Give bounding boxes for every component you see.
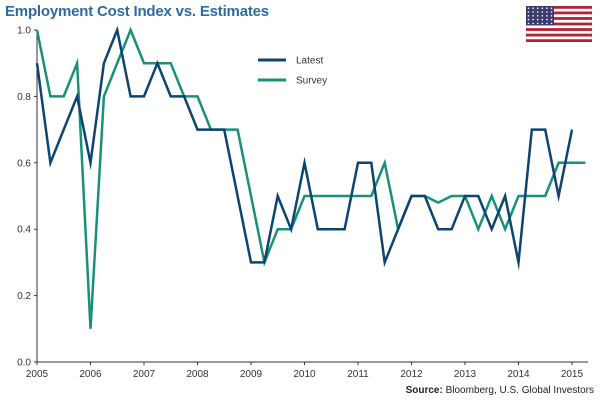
flag-star — [536, 22, 539, 25]
y-tick-label: 1.0 — [17, 26, 31, 37]
flag-star — [536, 18, 539, 21]
flag-star — [527, 11, 530, 13]
flag-star — [550, 22, 553, 25]
flag-star — [546, 11, 548, 13]
flag-canton — [526, 6, 554, 26]
flag-star — [532, 7, 534, 9]
flag-star — [541, 18, 544, 21]
flag-star — [546, 7, 548, 9]
flag-stripe — [526, 33, 592, 37]
flag-star — [527, 7, 530, 9]
flag-star — [536, 7, 539, 9]
y-tick-label: 0.6 — [17, 158, 31, 169]
flag-stripe — [526, 11, 592, 15]
legend-label-latest: Latest — [296, 56, 323, 67]
chart-title: Employment Cost Index vs. Estimates — [5, 3, 269, 20]
flag-star — [541, 7, 544, 9]
flag-stripe — [526, 17, 592, 20]
x-tick-label: 2006 — [79, 369, 102, 380]
flag-star — [532, 11, 534, 13]
flag-stripe — [526, 6, 592, 9]
flag-star — [550, 11, 553, 13]
y-tick-label: 0.8 — [17, 92, 31, 103]
y-tick-label: 0.0 — [17, 358, 31, 369]
flag-star — [532, 22, 534, 25]
flag-star — [536, 15, 539, 17]
us-flag-icon — [526, 6, 592, 42]
flag-star — [527, 18, 530, 21]
chart-lines — [35, 25, 586, 329]
flag-star — [541, 15, 544, 17]
x-tick-label: 2010 — [293, 369, 316, 380]
flag-star — [541, 11, 544, 13]
flag-star — [546, 22, 548, 25]
y-tick-label: 0.4 — [17, 225, 31, 236]
x-tick-label: 2015 — [561, 369, 584, 380]
flag-star — [550, 15, 553, 17]
flag-star — [532, 18, 534, 21]
x-tick-label: 2008 — [186, 369, 209, 380]
flag-star — [541, 22, 544, 25]
x-tick-label: 2009 — [240, 369, 263, 380]
flag-star — [527, 15, 530, 17]
flag-star — [532, 15, 534, 17]
source-note: Source: Bloomberg, U.S. Global Investors — [406, 385, 594, 396]
chart-axes: 0.0 0.2 0.4 0.6 0.8 1.0 2005 2006 2007 2008 2009 20… — [17, 26, 588, 380]
flag-star — [546, 18, 548, 21]
x-tick-label: 2007 — [133, 369, 156, 380]
chart-legend: Latest Survey — [258, 56, 327, 87]
y-tick-label: 0.2 — [17, 291, 31, 302]
flag-stripe — [526, 39, 592, 42]
flag-stripe — [526, 22, 592, 26]
x-tick-label: 2014 — [507, 369, 530, 380]
x-tick-label: 2012 — [400, 369, 423, 380]
source-label: Source: — [405, 385, 443, 396]
flag-star — [536, 11, 539, 13]
flag-star — [550, 7, 553, 9]
source-text: Bloomberg, U.S. Global Investors — [445, 385, 594, 396]
flag-star — [546, 15, 548, 17]
x-tick-label: 2013 — [454, 369, 477, 380]
x-tick-label: 2005 — [26, 369, 49, 380]
flag-stripe — [526, 28, 592, 31]
legend-label-survey: Survey — [296, 76, 327, 87]
x-tick-label: 2011 — [347, 369, 369, 380]
series-line-latest — [35, 25, 574, 271]
flag-star — [550, 18, 553, 21]
flag-star — [527, 22, 530, 25]
